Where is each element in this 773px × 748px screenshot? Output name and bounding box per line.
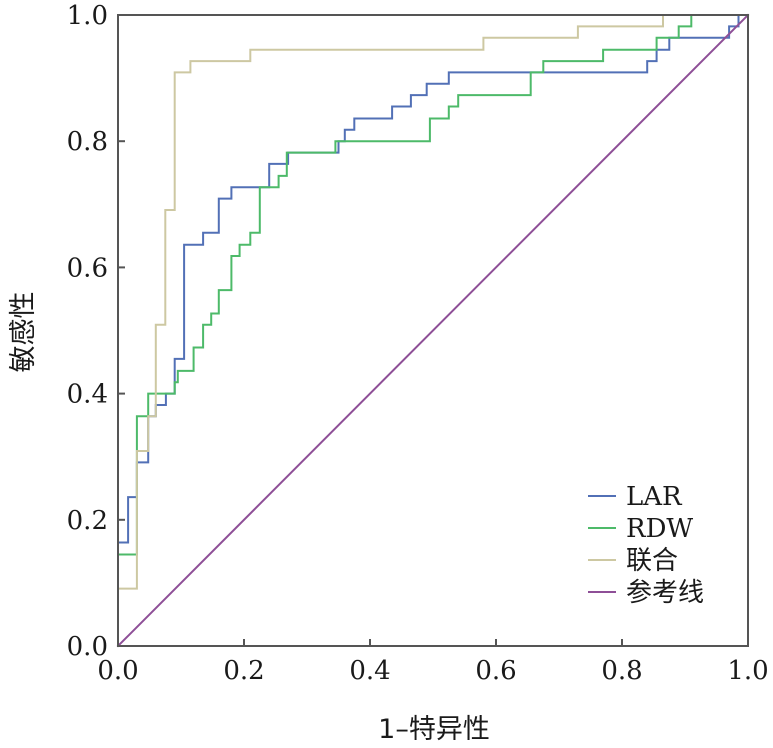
- series-line-2: [117, 14, 749, 647]
- legend-label-1: RDW: [626, 514, 693, 544]
- y-tick-label: 0.0: [67, 632, 108, 662]
- x-tick-label: 0.6: [475, 656, 516, 686]
- plot-area: [116, 13, 750, 648]
- x-tick-label: 1.0: [727, 656, 768, 686]
- y-tick-label: 0.8: [67, 127, 108, 157]
- legend-label-0: LAR: [626, 482, 683, 512]
- series-line-3: [116, 13, 750, 648]
- x-tick-label: 0.0: [97, 656, 138, 686]
- y-tick-label: 0.4: [67, 380, 108, 410]
- legend-label-3: 参考线: [626, 578, 704, 608]
- x-tick-label: 0.4: [349, 656, 390, 686]
- y-tick-label: 0.2: [67, 506, 108, 536]
- plot-frame: [117, 14, 749, 647]
- x-tick-label: 0.8: [601, 656, 642, 686]
- y-axis-title: 敏感性: [8, 292, 39, 373]
- axes: 0.0 0.2 0.4 0.6 0.8 1.0 0.0 0.2 0.4 0.6 0.8 1.0: [67, 1, 769, 686]
- x-axis-title: 1–特异性: [378, 714, 490, 745]
- series-line-1: [117, 14, 749, 647]
- y-tick-label: 0.6: [67, 253, 108, 283]
- legend-label-2: 联合: [626, 546, 678, 576]
- x-tick-label: 0.2: [223, 656, 264, 686]
- y-tick-label: 1.0: [67, 1, 108, 31]
